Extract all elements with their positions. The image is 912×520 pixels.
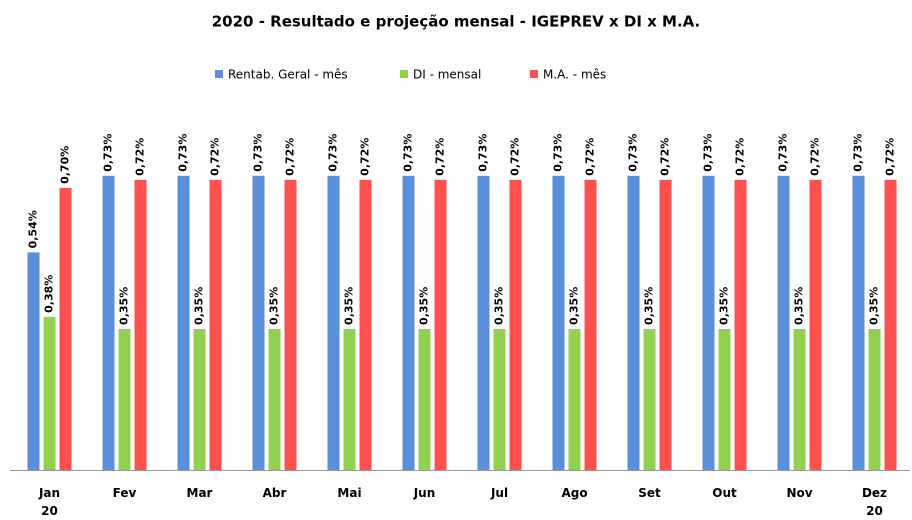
value-label: 0,73%	[777, 134, 790, 172]
x-tick-label: Jun	[413, 486, 436, 500]
value-label: 0,73%	[477, 134, 490, 172]
bar	[284, 179, 297, 470]
legend-label: Rentab. Geral - mês	[228, 68, 348, 82]
x-tick-label: Jul	[490, 486, 509, 500]
value-label: 0,73%	[177, 134, 190, 172]
chart-title: 2020 - Resultado e projeção mensal - IGE…	[212, 13, 701, 31]
value-label: 0,35%	[193, 287, 206, 325]
x-tick-label: Mai	[337, 486, 362, 500]
bar	[418, 328, 431, 470]
bar	[327, 175, 340, 470]
bar	[359, 179, 372, 470]
bar	[584, 179, 597, 470]
value-label: 0,35%	[343, 287, 356, 325]
bar	[718, 328, 731, 470]
bar	[434, 179, 447, 470]
value-label: 0,72%	[509, 138, 522, 176]
value-label: 0,73%	[402, 134, 415, 172]
x-tick-label: Abr	[262, 486, 287, 500]
bar	[177, 175, 190, 470]
bar	[884, 179, 897, 470]
value-label: 0,73%	[627, 134, 640, 172]
value-label: 0,72%	[734, 138, 747, 176]
x-tick-label: Fev	[112, 486, 137, 500]
value-label: 0,54%	[27, 210, 40, 248]
x-tick-label: Mar	[186, 486, 213, 500]
bar	[59, 187, 72, 470]
value-label: 0,38%	[43, 275, 56, 313]
value-label: 0,35%	[568, 287, 581, 325]
bar	[509, 179, 522, 470]
value-label: 0,73%	[252, 134, 265, 172]
value-label: 0,73%	[852, 134, 865, 172]
bar	[643, 328, 656, 470]
value-label: 0,72%	[359, 138, 372, 176]
value-label: 0,72%	[434, 138, 447, 176]
value-label: 0,73%	[102, 134, 115, 172]
value-label: 0,35%	[118, 287, 131, 325]
bar	[702, 175, 715, 470]
bar	[27, 252, 40, 470]
value-label: 0,72%	[884, 138, 897, 176]
value-label: 0,35%	[718, 287, 731, 325]
bar	[852, 175, 865, 470]
bar	[777, 175, 790, 470]
bar	[477, 175, 490, 470]
bar	[209, 179, 222, 470]
bar	[118, 328, 131, 470]
x-tick-label: Ago	[561, 486, 588, 500]
value-label: 0,35%	[493, 287, 506, 325]
x-tick-label: Nov	[786, 486, 813, 500]
value-label: 0,73%	[327, 134, 340, 172]
bar	[734, 179, 747, 470]
bar	[102, 175, 115, 470]
legend-swatch	[400, 70, 408, 78]
value-label: 0,70%	[59, 146, 72, 184]
value-label: 0,35%	[418, 287, 431, 325]
value-label: 0,72%	[284, 138, 297, 176]
value-label: 0,72%	[584, 138, 597, 176]
value-label: 0,73%	[552, 134, 565, 172]
bar	[343, 328, 356, 470]
bar	[493, 328, 506, 470]
bar	[793, 328, 806, 470]
bar	[809, 179, 822, 470]
bar	[627, 175, 640, 470]
legend-swatch	[530, 70, 538, 78]
bar	[659, 179, 672, 470]
value-label: 0,72%	[809, 138, 822, 176]
bar	[402, 175, 415, 470]
value-label: 0,72%	[209, 138, 222, 176]
bar	[193, 328, 206, 470]
x-tick-label: Out	[712, 486, 737, 500]
value-label: 0,72%	[659, 138, 672, 176]
x-tick-label: Set	[638, 486, 661, 500]
value-label: 0,72%	[134, 138, 147, 176]
bar	[552, 175, 565, 470]
bar	[134, 179, 147, 470]
bar	[568, 328, 581, 470]
value-label: 0,35%	[793, 287, 806, 325]
value-label: 0,73%	[702, 134, 715, 172]
bar	[252, 175, 265, 470]
legend-label: M.A. - mês	[543, 68, 606, 82]
bar	[268, 328, 281, 470]
legend-label: DI - mensal	[413, 68, 481, 82]
value-label: 0,35%	[268, 287, 281, 325]
bar	[868, 328, 881, 470]
bar	[43, 316, 56, 470]
value-label: 0,35%	[643, 287, 656, 325]
value-label: 0,35%	[868, 287, 881, 325]
legend-swatch	[215, 70, 223, 78]
